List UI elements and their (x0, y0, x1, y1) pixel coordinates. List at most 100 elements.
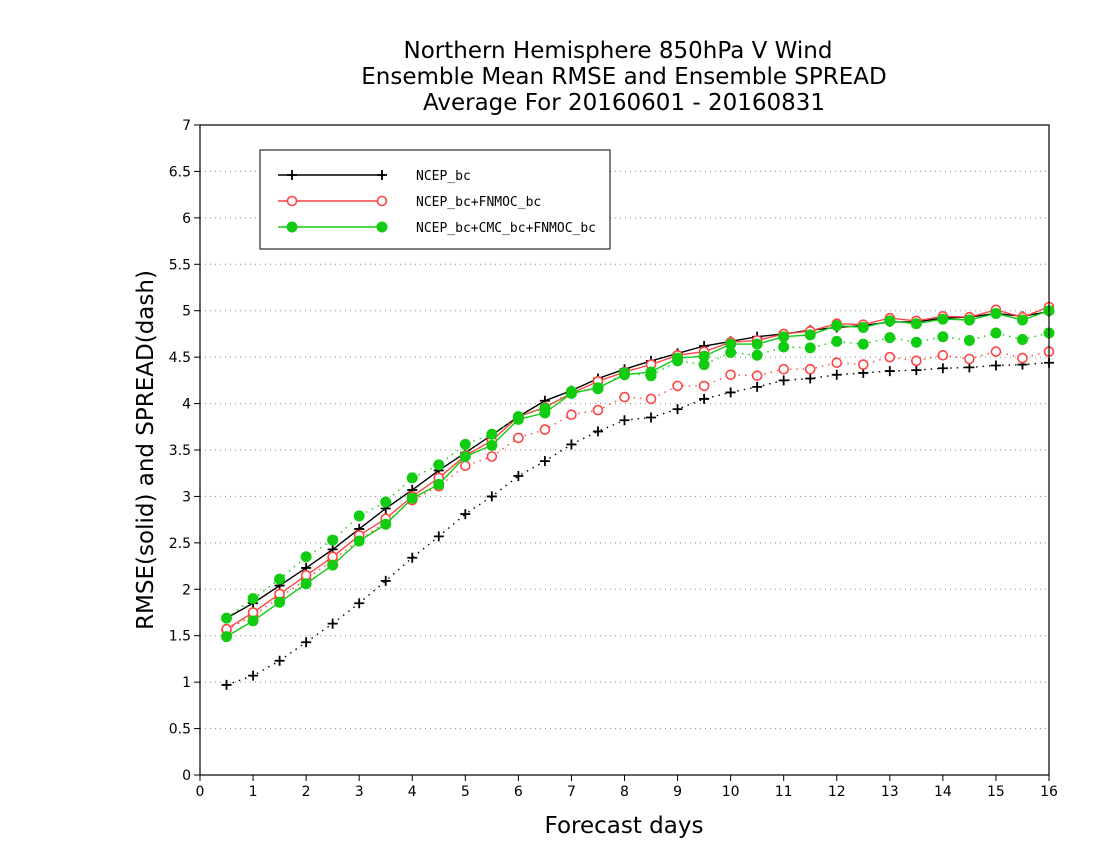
spread-point (1017, 352, 1028, 364)
legend-item: NCEP_bc+CMC_bc+FNMOC_bc (278, 221, 596, 236)
rmse-point (327, 559, 339, 571)
spread-point (592, 404, 604, 416)
x-tick-label: 14 (934, 784, 952, 800)
spread-point (990, 327, 1002, 339)
y-tick-label: 0.5 (169, 722, 191, 738)
spread-point (990, 360, 1001, 371)
spread-point (778, 375, 789, 386)
legend-item: NCEP_bc (278, 169, 471, 184)
y-tick-label: 2 (182, 582, 191, 598)
rmse-point (963, 314, 975, 326)
spread-point (539, 424, 551, 435)
legend-marker (287, 170, 297, 180)
spread-point (804, 342, 816, 354)
y-tick-label: 3.5 (169, 443, 191, 459)
rmse-point (645, 366, 657, 378)
spread-point (778, 341, 790, 353)
spread-point (566, 409, 577, 421)
spread-point (725, 369, 736, 381)
series-ncep-bc-fnmoc-bc-spread (221, 346, 1055, 636)
series-ncep-bc-fnmoc-bc-rmse (221, 301, 1055, 635)
spread-point (460, 509, 471, 520)
x-tick-label: 11 (775, 784, 793, 800)
rmse-point (619, 369, 630, 381)
spread-point (937, 349, 949, 361)
axis-ticks: 00.511.522.533.544.555.566.570 1 2 3 4 5 6 7 8 9 1… (169, 118, 1058, 800)
series-layer (221, 301, 1055, 690)
spread-point (1016, 334, 1028, 345)
spread-line (226, 350, 1050, 631)
spread-point (380, 496, 392, 508)
series-ncep-bc-rmse (221, 306, 1054, 624)
x-tick-label: 9 (673, 784, 682, 800)
spread-point (805, 373, 816, 384)
rmse-point (857, 321, 869, 333)
spread-point (459, 438, 471, 450)
legend-label: NCEP_bc (416, 169, 471, 184)
y-tick-label: 4.5 (169, 350, 191, 366)
spread-point (804, 363, 816, 375)
spread-point (619, 415, 630, 426)
rmse-point (433, 478, 445, 490)
spread-point (831, 335, 843, 347)
spread-point (911, 355, 922, 367)
spread-point (884, 351, 896, 363)
y-tick-label: 6 (182, 211, 191, 227)
spread-point (327, 618, 338, 629)
x-tick-label: 7 (567, 784, 576, 800)
legend-box (259, 149, 611, 250)
spread-point (831, 369, 842, 380)
y-tick-label: 2.5 (169, 536, 191, 552)
y-tick-label: 1 (182, 675, 191, 691)
rmse-point (592, 382, 604, 394)
spread-point (539, 456, 550, 467)
spread-point (274, 573, 286, 585)
rmse-point (672, 352, 684, 364)
y-axis-label: RMSE(solid) and SPREAD(dash) (133, 270, 159, 630)
x-axis-label: Forecast days (545, 813, 704, 839)
spread-point (592, 426, 603, 437)
legend-label: NCEP_bc+FNMOC_bc (416, 195, 541, 210)
spread-point (486, 428, 498, 440)
spread-point (248, 670, 259, 681)
y-tick-label: 0 (182, 768, 191, 784)
rmse-point (512, 413, 524, 425)
x-tick-label: 8 (620, 784, 629, 800)
y-tick-label: 5.5 (169, 257, 191, 273)
x-tick-label: 13 (881, 784, 899, 800)
x-tick-label: 12 (828, 784, 846, 800)
rmse-point (406, 492, 418, 504)
spread-point (486, 451, 498, 462)
rmse-point (1016, 314, 1028, 326)
spread-point (221, 612, 233, 624)
legend-marker (376, 221, 388, 233)
spread-point (884, 366, 895, 377)
spread-point (353, 510, 365, 522)
series-ncep-bc-cmc-bc-fnmoc-bc-rmse (221, 305, 1055, 643)
legend: NCEP_bc NCEP_bc+FNMOC_bc NCEP_bc+CMC_bc+FN… (259, 149, 611, 250)
y-tick-label: 6.5 (169, 164, 191, 180)
spread-point (566, 439, 577, 450)
chart-title-line-3: Average For 20160601 - 20160831 (423, 90, 825, 116)
rmse-point (725, 338, 737, 350)
spread-point (354, 598, 365, 609)
rmse-point (565, 387, 577, 399)
spread-point (751, 349, 763, 361)
spread-point (460, 460, 471, 472)
chart-title-line-2: Ensemble Mean RMSE and Ensemble SPREAD (361, 64, 886, 90)
rmse-point (353, 535, 365, 547)
spread-point (699, 393, 710, 404)
y-tick-label: 3 (182, 489, 191, 505)
legend-marker (376, 195, 388, 207)
spread-point (513, 471, 524, 481)
rmse-point (884, 315, 896, 327)
spread-point (751, 370, 763, 382)
spread-point (937, 331, 949, 343)
spread-point (433, 459, 445, 471)
spread-point (698, 380, 710, 392)
rmse-point (539, 407, 551, 419)
spread-point (857, 359, 869, 370)
rmse-point (910, 318, 922, 330)
